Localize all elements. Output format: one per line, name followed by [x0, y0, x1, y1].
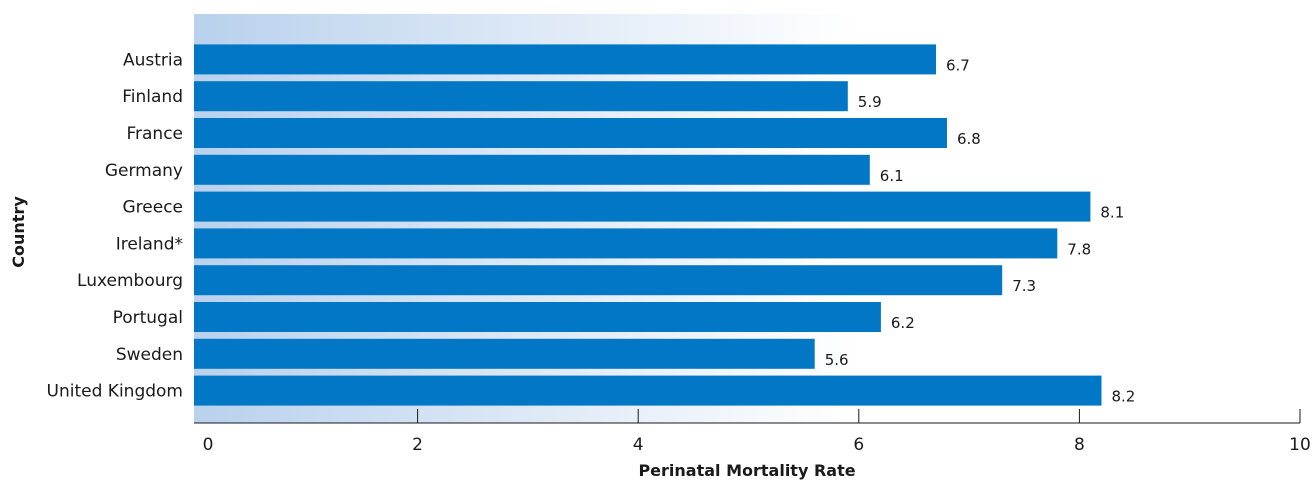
bar-value-label: 7.8 [1067, 240, 1091, 258]
x-ticks-group [417, 409, 1301, 423]
bar-value-label: 6.2 [891, 314, 915, 332]
category-label: France [126, 124, 183, 144]
bar-value-label: 5.9 [858, 93, 882, 111]
bar-value-label: 7.3 [1012, 277, 1036, 295]
x-tick-label: 2 [412, 435, 423, 455]
bar [194, 44, 936, 75]
value-labels-group: 6.7 5.9 6.8 6.1 8.1 7.8 7.3 6.2 5.6 8.2 [825, 56, 1136, 405]
bar [194, 302, 881, 332]
bars-group [194, 44, 1102, 406]
bar [194, 375, 1102, 406]
bar-value-label: 6.7 [946, 56, 970, 74]
category-label: Greece [122, 198, 183, 218]
bar [194, 228, 1058, 259]
category-label: Finland [122, 87, 183, 107]
x-tick-label: 0 [203, 435, 214, 455]
x-tick-label: 10 [1289, 435, 1311, 455]
category-label: Sweden [116, 345, 183, 365]
bar-value-label: 6.1 [880, 167, 904, 185]
bar [194, 154, 870, 185]
x-tick-labels-group: 0 2 4 6 8 10 [203, 435, 1311, 455]
bar [194, 338, 815, 369]
bar-value-label: 8.2 [1112, 388, 1136, 406]
bar [194, 191, 1091, 222]
x-tick-label: 6 [853, 435, 864, 455]
bar [194, 81, 848, 112]
bar-value-label: 5.6 [825, 351, 849, 369]
category-label: Portugal [113, 308, 183, 328]
category-labels-group: Austria Finland France Germany Greece Ireland… [47, 50, 183, 401]
y-axis-title: Country [9, 196, 28, 268]
category-label: Germany [105, 161, 183, 181]
x-tick-label: 4 [633, 435, 644, 455]
bar [194, 265, 1003, 296]
bar [194, 118, 947, 148]
x-tick-label: 8 [1074, 435, 1085, 455]
category-label: Austria [123, 50, 183, 70]
category-label: Ireland* [116, 234, 183, 254]
category-label: United Kingdom [47, 382, 183, 402]
bar-value-label: 8.1 [1100, 204, 1124, 222]
category-label: Luxembourg [77, 271, 183, 291]
x-axis-title: Perinatal Mortality Rate [638, 461, 855, 480]
bar-value-label: 6.8 [957, 130, 981, 148]
